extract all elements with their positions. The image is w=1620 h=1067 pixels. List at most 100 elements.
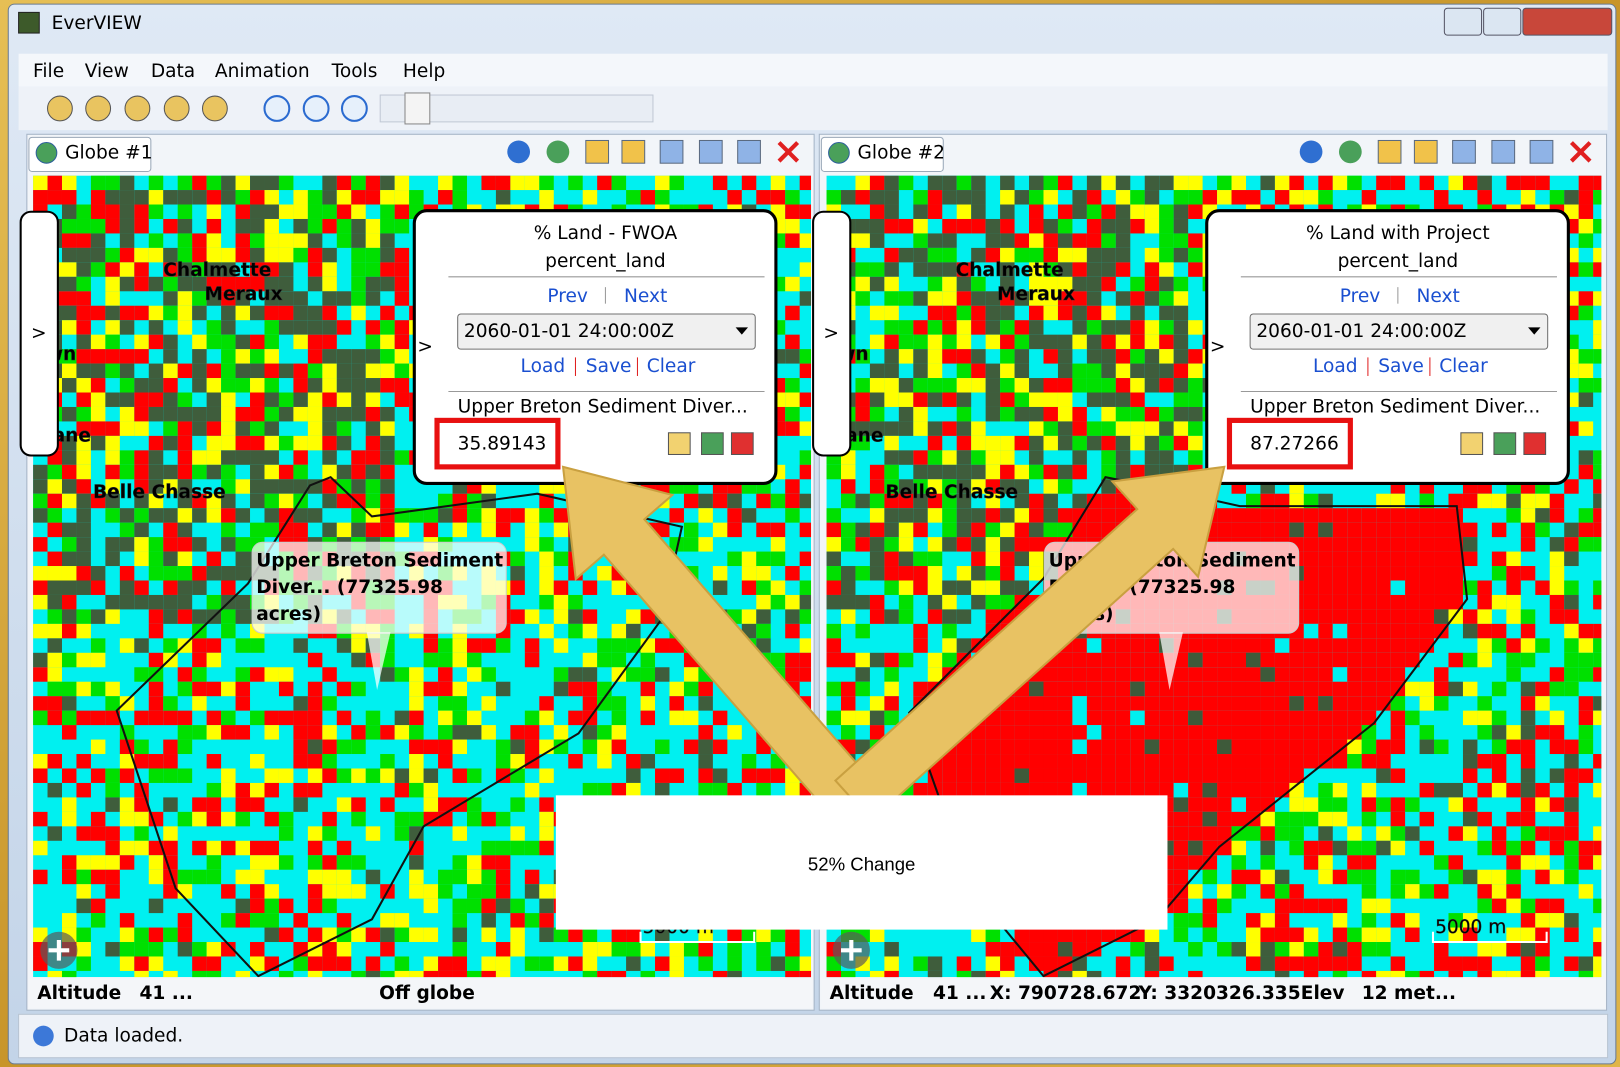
map-cell	[942, 493, 957, 509]
side-drawer[interactable]	[812, 210, 852, 457]
map-cell	[1491, 725, 1507, 740]
map-cell	[985, 522, 1001, 538]
map-cell	[942, 190, 957, 205]
close-panel[interactable]	[777, 141, 800, 163]
panel-tool[interactable]	[1529, 139, 1554, 164]
map-cell	[1448, 580, 1463, 595]
tab-label[interactable]: Globe #1	[65, 142, 152, 163]
panel-tool[interactable]	[621, 139, 646, 164]
toolbar-button[interactable]	[124, 95, 151, 122]
playback-button[interactable]	[302, 95, 330, 122]
panel-tab[interactable]	[820, 136, 944, 172]
prev-link[interactable]: Prev	[547, 286, 588, 307]
popup-tool[interactable]	[701, 432, 724, 455]
panel-tool[interactable]	[659, 139, 684, 164]
save-link[interactable]: Save	[586, 356, 632, 377]
map-cell	[163, 580, 178, 595]
map-cell	[1130, 349, 1145, 364]
side-drawer[interactable]	[19, 210, 59, 457]
map-cell	[626, 768, 641, 783]
map-cell	[956, 305, 972, 321]
popup-tool[interactable]	[667, 432, 691, 455]
close-panel[interactable]	[1569, 141, 1592, 163]
map-cell	[163, 218, 178, 234]
map-cell	[698, 725, 713, 740]
map-cell	[206, 594, 222, 610]
panel-tool[interactable]	[507, 140, 531, 164]
minimize-button[interactable]	[1443, 7, 1483, 36]
toolbar-button[interactable]	[85, 95, 112, 122]
popup-remove[interactable]	[730, 432, 754, 455]
map-cell	[1578, 725, 1594, 740]
panel-tool[interactable]	[1377, 139, 1402, 164]
map-cell	[380, 667, 395, 682]
map-cell	[1029, 291, 1044, 306]
next-link[interactable]: Next	[1416, 286, 1459, 307]
panel-tool[interactable]	[1338, 140, 1362, 164]
next-link[interactable]: Next	[624, 286, 667, 307]
map-cell	[1159, 710, 1174, 726]
popup-tool[interactable]	[1460, 432, 1484, 455]
playback-button[interactable]	[263, 95, 291, 122]
panel-tool[interactable]	[1491, 139, 1516, 164]
panel-tool[interactable]	[1452, 139, 1476, 164]
map-cell	[1000, 782, 1015, 798]
load-link[interactable]: Load	[521, 356, 566, 377]
panel-tool[interactable]	[585, 139, 610, 164]
toolbar-button[interactable]	[47, 95, 73, 122]
map-cell	[177, 927, 193, 943]
map-cell	[264, 725, 279, 740]
menu-item[interactable]: Data	[151, 61, 195, 82]
menu-item[interactable]: View	[85, 61, 129, 82]
map-cell	[1303, 652, 1319, 668]
map-cell	[1144, 334, 1160, 350]
map-cell	[1274, 826, 1290, 841]
map-cell	[177, 869, 193, 885]
map-cell	[913, 218, 928, 234]
tab-label[interactable]: Globe #2	[858, 142, 945, 163]
map-cell	[192, 175, 207, 191]
prev-link[interactable]: Prev	[1340, 286, 1381, 307]
popup-tool[interactable]	[1493, 432, 1517, 455]
map-cell	[1578, 884, 1594, 899]
playback-button[interactable]	[340, 95, 368, 122]
menu-item[interactable]: Help	[403, 61, 445, 82]
popup-remove[interactable]	[1523, 432, 1547, 455]
map-cell	[1578, 652, 1594, 668]
map-cell	[1361, 508, 1377, 523]
map-cell	[438, 638, 453, 653]
date-value[interactable]: 2060-01-01 24:00:00Z	[1256, 321, 1466, 342]
date-dropdown[interactable]	[1249, 313, 1549, 350]
map-cell	[76, 479, 91, 494]
map-cell	[1130, 406, 1145, 422]
clear-link[interactable]: Clear	[1439, 356, 1488, 377]
menu-item[interactable]: Tools	[331, 61, 378, 82]
panel-tab[interactable]	[28, 136, 152, 172]
map-cell	[1332, 898, 1348, 914]
maximize-button[interactable]	[1483, 7, 1522, 36]
close-button[interactable]	[1522, 7, 1613, 36]
slider-thumb[interactable]	[404, 92, 431, 125]
map-cell	[1029, 435, 1044, 451]
panel-tool[interactable]	[1413, 139, 1438, 164]
map-cell	[90, 262, 106, 277]
map-cell	[1289, 927, 1304, 943]
panel-tool[interactable]	[1299, 140, 1323, 164]
toolbar-button[interactable]	[163, 95, 190, 122]
load-link[interactable]: Load	[1313, 356, 1358, 377]
menu-item[interactable]: Animation	[215, 61, 310, 82]
date-value[interactable]: 2060-01-01 24:00:00Z	[464, 321, 674, 342]
map-cell	[351, 363, 366, 379]
map-cell	[942, 378, 957, 393]
panel-tool[interactable]	[698, 139, 723, 164]
map-cell	[1506, 508, 1521, 523]
date-dropdown[interactable]	[457, 313, 756, 350]
map-cell	[206, 681, 222, 697]
menu-item[interactable]: File	[33, 61, 64, 82]
panel-tool[interactable]	[737, 139, 761, 164]
map-cell	[1072, 667, 1087, 682]
panel-tool[interactable]	[546, 140, 570, 164]
toolbar-button[interactable]	[201, 95, 228, 122]
clear-link[interactable]: Clear	[647, 356, 696, 377]
save-link[interactable]: Save	[1378, 356, 1424, 377]
